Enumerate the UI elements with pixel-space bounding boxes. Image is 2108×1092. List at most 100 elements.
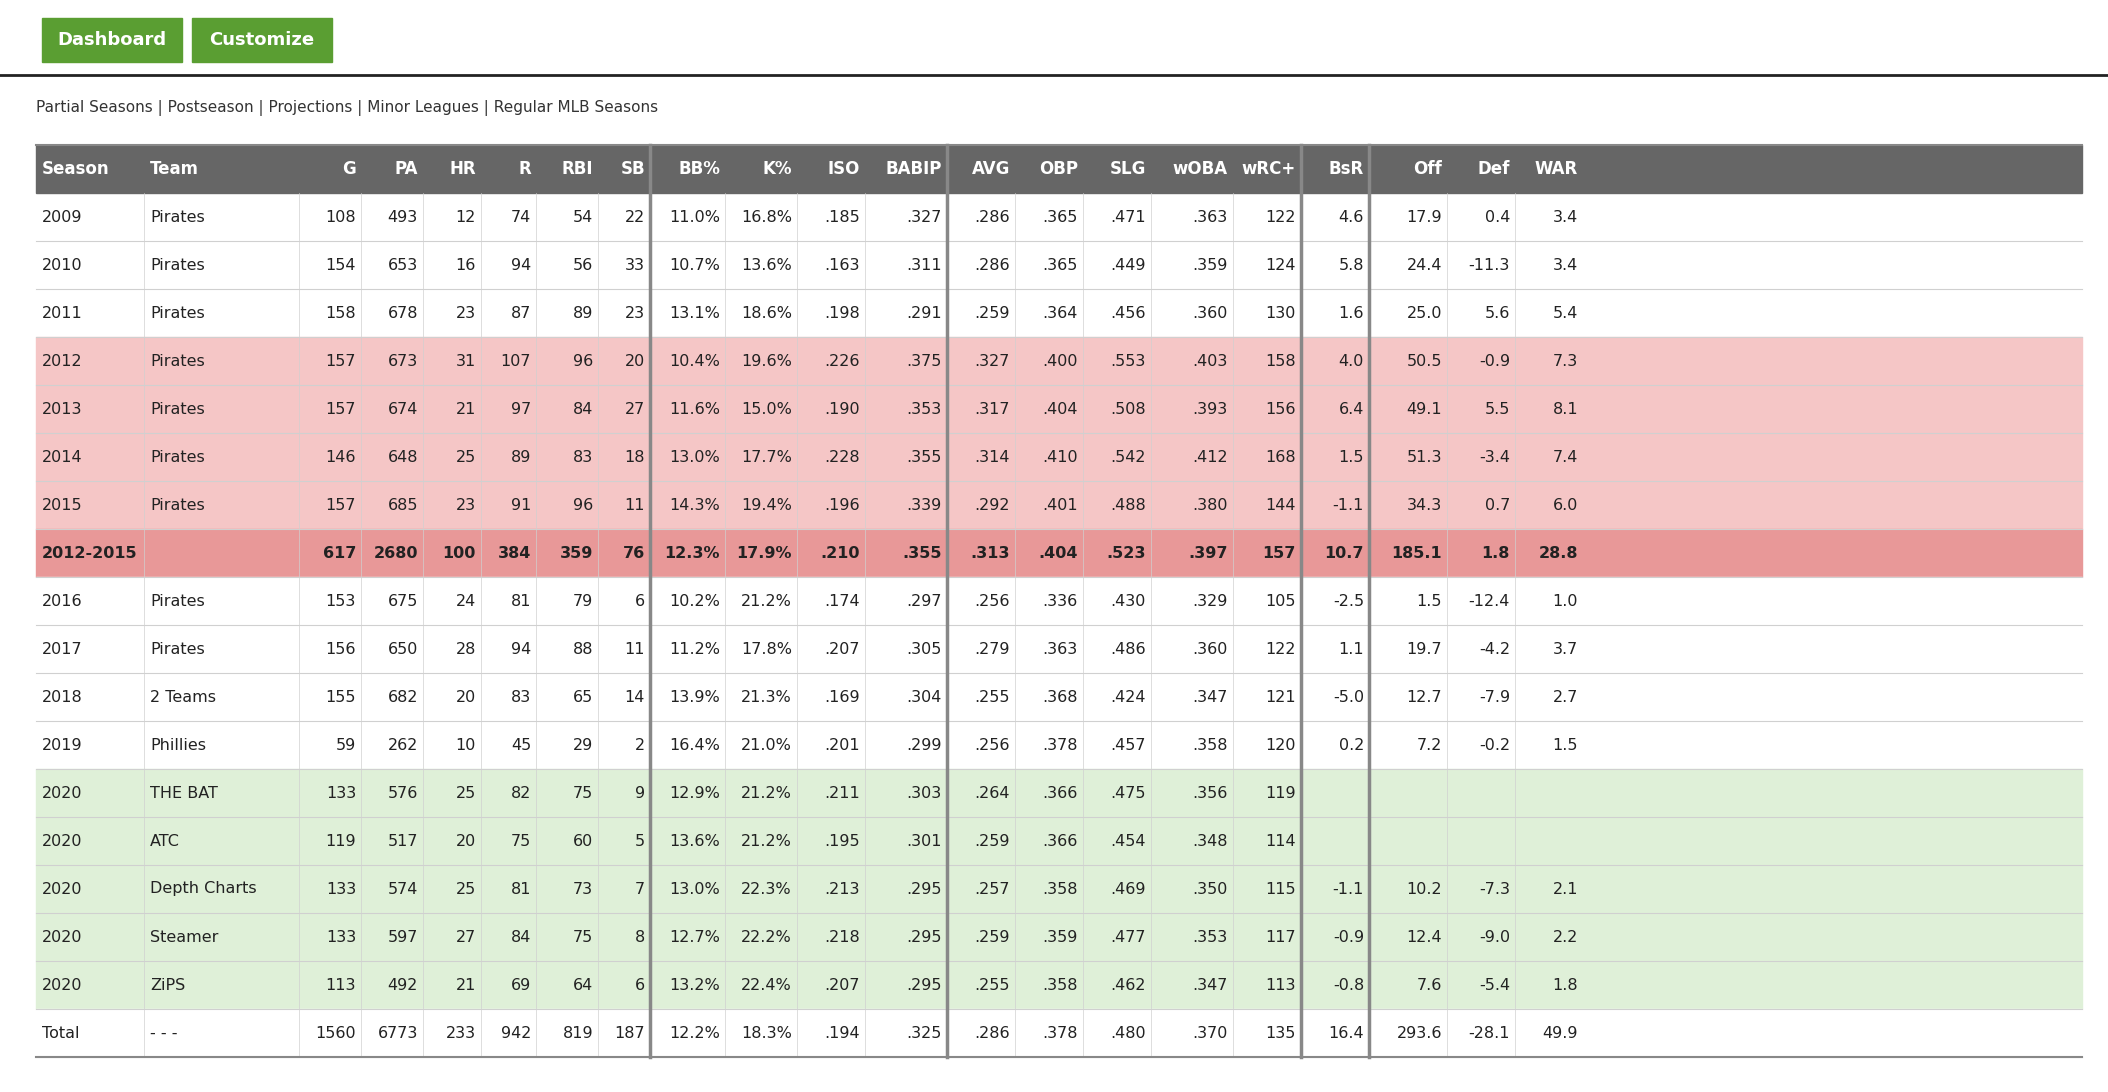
Text: 21: 21 bbox=[455, 977, 476, 993]
Text: .365: .365 bbox=[1043, 210, 1077, 225]
Text: 146: 146 bbox=[325, 450, 356, 464]
Text: 19.7: 19.7 bbox=[1406, 641, 1442, 656]
Text: .358: .358 bbox=[1193, 737, 1229, 752]
Text: 10.7: 10.7 bbox=[1324, 546, 1364, 560]
Text: .194: .194 bbox=[824, 1025, 860, 1041]
Text: .295: .295 bbox=[906, 881, 942, 897]
Text: 3.7: 3.7 bbox=[1554, 641, 1579, 656]
Text: 10.2: 10.2 bbox=[1406, 881, 1442, 897]
Text: 105: 105 bbox=[1265, 593, 1296, 608]
Text: 2012: 2012 bbox=[42, 354, 82, 368]
Text: .211: .211 bbox=[824, 785, 860, 800]
Text: .370: .370 bbox=[1193, 1025, 1229, 1041]
Text: -5.4: -5.4 bbox=[1480, 977, 1509, 993]
Text: .259: .259 bbox=[974, 929, 1010, 945]
Text: BsR: BsR bbox=[1328, 161, 1364, 178]
Text: 21.2%: 21.2% bbox=[742, 785, 793, 800]
Text: HR: HR bbox=[449, 161, 476, 178]
Text: .255: .255 bbox=[974, 689, 1010, 704]
Text: 23: 23 bbox=[624, 306, 645, 320]
Text: .207: .207 bbox=[824, 977, 860, 993]
Text: 2019: 2019 bbox=[42, 737, 82, 752]
Text: 1.5: 1.5 bbox=[1417, 593, 1442, 608]
Text: 88: 88 bbox=[573, 641, 592, 656]
Text: 16.4%: 16.4% bbox=[668, 737, 721, 752]
Text: 12.7%: 12.7% bbox=[668, 929, 721, 945]
Text: .397: .397 bbox=[1189, 546, 1229, 560]
Text: 96: 96 bbox=[573, 354, 592, 368]
Text: 2: 2 bbox=[635, 737, 645, 752]
Text: 2016: 2016 bbox=[42, 593, 82, 608]
Bar bbox=[36, 673, 2083, 721]
Text: 2013: 2013 bbox=[42, 402, 82, 416]
Text: .368: .368 bbox=[1043, 689, 1077, 704]
Text: .542: .542 bbox=[1111, 450, 1147, 464]
Text: 114: 114 bbox=[1265, 833, 1296, 848]
Text: 9: 9 bbox=[635, 785, 645, 800]
Text: .475: .475 bbox=[1111, 785, 1147, 800]
Text: .313: .313 bbox=[970, 546, 1010, 560]
Text: 11.2%: 11.2% bbox=[668, 641, 721, 656]
Text: 819: 819 bbox=[563, 1025, 592, 1041]
Text: .477: .477 bbox=[1111, 929, 1147, 945]
Text: 69: 69 bbox=[510, 977, 531, 993]
Text: 73: 73 bbox=[573, 881, 592, 897]
Text: 29: 29 bbox=[573, 737, 592, 752]
Text: 650: 650 bbox=[388, 641, 417, 656]
Text: 13.0%: 13.0% bbox=[668, 881, 721, 897]
Text: 157: 157 bbox=[325, 498, 356, 512]
Text: 21.3%: 21.3% bbox=[742, 689, 793, 704]
Text: 24.4: 24.4 bbox=[1406, 258, 1442, 273]
Text: -7.9: -7.9 bbox=[1480, 689, 1509, 704]
Text: 28.8: 28.8 bbox=[1539, 546, 1579, 560]
Text: 2020: 2020 bbox=[42, 785, 82, 800]
Text: .299: .299 bbox=[906, 737, 942, 752]
Text: .359: .359 bbox=[1193, 258, 1229, 273]
Text: 12.3%: 12.3% bbox=[664, 546, 721, 560]
Text: 4.6: 4.6 bbox=[1339, 210, 1364, 225]
Text: K%: K% bbox=[763, 161, 793, 178]
Text: 17.8%: 17.8% bbox=[742, 641, 793, 656]
Text: .378: .378 bbox=[1043, 1025, 1077, 1041]
Text: 59: 59 bbox=[335, 737, 356, 752]
Text: .355: .355 bbox=[906, 450, 942, 464]
Text: 13.6%: 13.6% bbox=[668, 833, 721, 848]
Text: 49.9: 49.9 bbox=[1543, 1025, 1579, 1041]
Bar bbox=[36, 193, 2083, 241]
Text: 2.1: 2.1 bbox=[1551, 881, 1579, 897]
Text: 1560: 1560 bbox=[316, 1025, 356, 1041]
Text: OBP: OBP bbox=[1039, 161, 1077, 178]
Text: 121: 121 bbox=[1265, 689, 1296, 704]
Text: 23: 23 bbox=[455, 306, 476, 320]
Text: 20: 20 bbox=[455, 833, 476, 848]
Text: -12.4: -12.4 bbox=[1469, 593, 1509, 608]
Text: .363: .363 bbox=[1193, 210, 1229, 225]
Text: .353: .353 bbox=[906, 402, 942, 416]
Text: .360: .360 bbox=[1193, 641, 1229, 656]
Text: 185.1: 185.1 bbox=[1391, 546, 1442, 560]
Bar bbox=[36, 480, 2083, 529]
Text: .488: .488 bbox=[1111, 498, 1147, 512]
Text: .378: .378 bbox=[1043, 737, 1077, 752]
Text: 574: 574 bbox=[388, 881, 417, 897]
Text: 27: 27 bbox=[624, 402, 645, 416]
Text: Total: Total bbox=[42, 1025, 80, 1041]
Bar bbox=[36, 289, 2083, 337]
Text: .430: .430 bbox=[1111, 593, 1147, 608]
Text: -1.1: -1.1 bbox=[1332, 881, 1364, 897]
Bar bbox=[36, 961, 2083, 1009]
Text: 673: 673 bbox=[388, 354, 417, 368]
Text: -28.1: -28.1 bbox=[1469, 1025, 1509, 1041]
Text: Def: Def bbox=[1478, 161, 1509, 178]
Text: 157: 157 bbox=[325, 402, 356, 416]
Text: 81: 81 bbox=[510, 593, 531, 608]
Text: 117: 117 bbox=[1265, 929, 1296, 945]
Text: 8.1: 8.1 bbox=[1551, 402, 1579, 416]
Text: .380: .380 bbox=[1193, 498, 1229, 512]
Text: .404: .404 bbox=[1043, 402, 1077, 416]
Text: 7.4: 7.4 bbox=[1554, 450, 1579, 464]
Text: 19.6%: 19.6% bbox=[742, 354, 793, 368]
Text: 10: 10 bbox=[455, 737, 476, 752]
Text: Pirates: Pirates bbox=[150, 498, 204, 512]
Text: 97: 97 bbox=[510, 402, 531, 416]
